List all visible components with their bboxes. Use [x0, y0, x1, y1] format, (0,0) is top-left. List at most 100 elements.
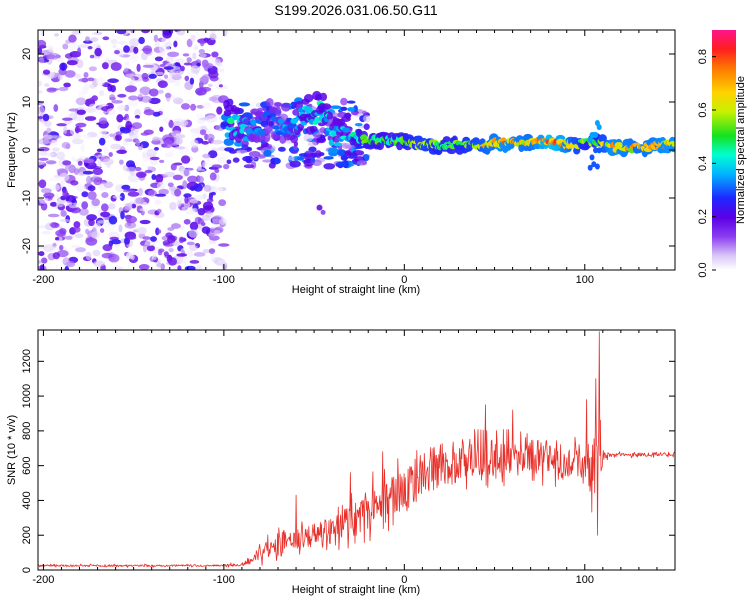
heatmap-cell	[205, 115, 218, 123]
heatmap-cell	[120, 210, 125, 220]
heatmap-cell	[126, 166, 137, 173]
heatmap-cell	[62, 189, 69, 198]
heatmap-cell	[38, 157, 49, 161]
heatmap-cell	[173, 40, 178, 48]
heatmap-cell	[147, 165, 153, 170]
heatmap-cell	[250, 111, 257, 115]
heatmap-cell	[121, 184, 131, 190]
heatmap-cell	[208, 70, 219, 79]
heatmap-cell	[298, 107, 304, 113]
heatmap-cell	[168, 119, 174, 128]
heatmap-cell	[323, 156, 334, 160]
heatmap-cell	[290, 118, 298, 124]
heatmap-cell	[158, 44, 170, 53]
heatmap-cell	[118, 224, 123, 233]
heatmap-cell	[263, 149, 272, 157]
heatmap-cell	[109, 94, 116, 101]
heatmap-cell	[297, 156, 305, 161]
y-tick-label: 0	[21, 567, 33, 573]
heatmap-cell	[210, 191, 216, 196]
heatmap-cell	[115, 134, 122, 141]
heatmap-cell	[56, 57, 64, 63]
heatmap-cell	[172, 97, 184, 105]
snr-frame	[37, 329, 676, 571]
heatmap-cell	[116, 149, 128, 154]
heatmap-cell	[149, 159, 158, 166]
heatmap-cell	[262, 159, 274, 163]
heatmap-cell	[201, 226, 211, 234]
heatmap-cell	[208, 248, 216, 254]
heatmap-cell	[91, 31, 100, 36]
colorbar-ticks: 0.0 0.2 0.4 0.6 0.8	[697, 49, 716, 278]
heatmap-cell	[151, 174, 157, 180]
heatmap-cell	[46, 87, 57, 93]
heatmap-cell	[46, 127, 52, 134]
heatmap-cell	[142, 202, 148, 207]
colorbar-tick-label: 0.6	[697, 102, 709, 117]
heatmap-cell	[87, 46, 93, 50]
snr-line-layer	[38, 331, 675, 568]
heatmap-cell	[38, 260, 43, 264]
heatmap-cell	[309, 125, 318, 132]
heatmap-cell	[188, 229, 199, 238]
heatmap-cell	[156, 208, 162, 214]
heatmap-cell	[284, 133, 292, 141]
heatmap-cell	[213, 186, 224, 194]
heatmap-cell	[122, 189, 135, 193]
heatmap-cell	[64, 235, 73, 240]
heatmap-cell	[38, 57, 45, 64]
heatmap-cell	[58, 86, 69, 92]
x-tick-label: -200	[32, 574, 54, 586]
heatmap-cell	[203, 184, 212, 192]
heatmap-cell	[56, 202, 64, 208]
heatmap-cell	[186, 57, 192, 63]
heatmap-cell	[243, 164, 255, 169]
heatmap-cell	[43, 136, 49, 143]
heatmap-cell	[201, 214, 211, 221]
heatmap-cell	[119, 192, 125, 201]
heatmap-cell	[314, 150, 322, 159]
heatmap-cell	[288, 156, 295, 161]
heatmap-cell	[110, 143, 122, 150]
heatmap-cell	[112, 44, 117, 48]
y-tick-label: 10	[21, 96, 33, 108]
heatmap-cell	[124, 138, 133, 142]
heatmap-cell	[189, 198, 199, 204]
heatmap-cell	[189, 221, 199, 231]
heatmap-cell	[149, 88, 159, 97]
heatmap-cell	[319, 92, 328, 102]
heatmap-cell	[75, 122, 87, 128]
heatmap-cell	[216, 61, 223, 68]
heatmap-cell	[81, 201, 89, 210]
heatmap-cell	[49, 177, 61, 182]
heatmap-cell	[77, 160, 83, 166]
heatmap-cell	[124, 61, 130, 66]
heatmap-cell	[129, 77, 136, 85]
heatmap-cell	[209, 172, 217, 181]
heatmap-cell	[38, 106, 45, 115]
heatmap-cell	[116, 30, 127, 35]
heatmap-cell	[127, 100, 139, 107]
heatmap-cell	[146, 244, 155, 252]
heatmap-cell	[61, 62, 66, 71]
heatmap-cell	[103, 181, 114, 189]
heatmap-cell	[167, 235, 176, 244]
heatmap-cell	[202, 153, 211, 159]
heatmap-cell	[91, 198, 100, 207]
heatmap-cell	[190, 186, 196, 191]
heatmap-cell	[182, 180, 188, 190]
heatmap-cell	[203, 249, 210, 254]
heatmap-cell	[362, 110, 367, 116]
spectrogram-y-axis-title: Frequency (Hz)	[6, 112, 18, 188]
y-tick-label: 400	[21, 491, 33, 509]
heatmap-cell	[174, 188, 182, 197]
heatmap-cell	[85, 36, 90, 43]
heatmap-cell	[69, 206, 81, 214]
heatmap-cell	[159, 126, 164, 132]
heatmap-cell	[239, 127, 245, 134]
x-tick-label: 0	[401, 274, 407, 286]
heatmap-cell	[246, 128, 255, 136]
heatmap-cell	[135, 197, 145, 205]
heatmap-cell	[136, 171, 147, 178]
heatmap-cell	[99, 90, 105, 97]
